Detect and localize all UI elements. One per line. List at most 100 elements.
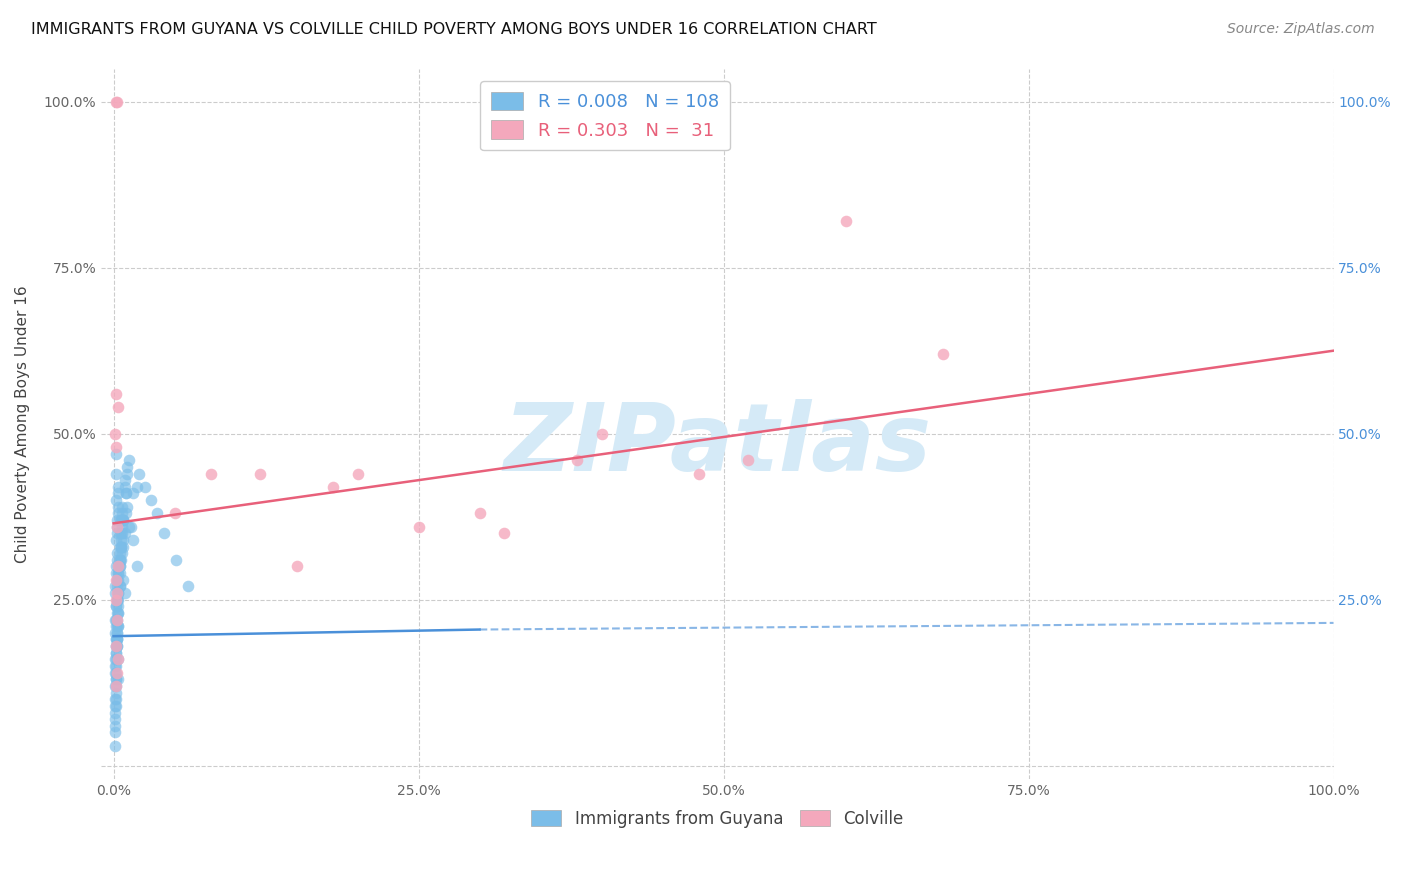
Point — [105, 698, 128, 713]
Point — [105, 95, 128, 109]
Point — [105, 646, 128, 660]
Point — [104, 739, 127, 753]
Point — [688, 467, 710, 481]
Point — [114, 526, 136, 541]
Legend: Immigrants from Guyana, Colville: Immigrants from Guyana, Colville — [524, 803, 910, 835]
Point — [107, 652, 129, 666]
Point — [115, 459, 138, 474]
Point — [105, 586, 128, 600]
Point — [110, 553, 132, 567]
Text: ZIPatlas: ZIPatlas — [503, 399, 932, 491]
Point — [114, 486, 136, 500]
Point — [108, 566, 131, 580]
Point — [105, 639, 128, 653]
Point — [122, 533, 145, 547]
Point — [112, 513, 135, 527]
Point — [165, 553, 187, 567]
Point — [105, 467, 128, 481]
Point — [105, 519, 128, 533]
Point — [108, 559, 131, 574]
Point — [105, 632, 128, 647]
Point — [108, 559, 131, 574]
Point — [107, 606, 129, 620]
Point — [932, 347, 955, 361]
Point — [105, 659, 128, 673]
Point — [141, 493, 163, 508]
Point — [104, 698, 127, 713]
Point — [110, 540, 132, 554]
Point — [108, 546, 131, 560]
Point — [105, 613, 128, 627]
Point — [105, 679, 128, 693]
Point — [114, 473, 136, 487]
Point — [468, 507, 491, 521]
Point — [177, 579, 200, 593]
Point — [105, 625, 128, 640]
Point — [105, 387, 128, 401]
Point — [105, 646, 128, 660]
Point — [112, 540, 135, 554]
Text: Source: ZipAtlas.com: Source: ZipAtlas.com — [1227, 22, 1375, 37]
Point — [105, 665, 128, 680]
Point — [104, 679, 127, 693]
Point — [591, 426, 613, 441]
Point — [105, 493, 128, 508]
Point — [408, 519, 430, 533]
Point — [111, 526, 134, 541]
Point — [104, 665, 127, 680]
Point — [107, 566, 129, 580]
Point — [104, 706, 127, 720]
Point — [146, 507, 169, 521]
Point — [107, 573, 129, 587]
Point — [110, 513, 132, 527]
Point — [105, 566, 128, 580]
Point — [105, 579, 128, 593]
Point — [128, 467, 150, 481]
Point — [107, 500, 129, 514]
Point — [108, 553, 131, 567]
Point — [105, 599, 128, 614]
Point — [114, 486, 136, 500]
Point — [122, 486, 145, 500]
Point — [152, 526, 174, 541]
Point — [125, 559, 148, 574]
Point — [107, 619, 129, 633]
Point — [115, 467, 138, 481]
Point — [163, 507, 186, 521]
Point — [110, 526, 132, 541]
Point — [107, 606, 129, 620]
Point — [108, 540, 131, 554]
Point — [104, 579, 127, 593]
Point — [834, 214, 856, 228]
Point — [105, 692, 128, 706]
Point — [322, 480, 344, 494]
Point — [105, 553, 128, 567]
Point — [108, 579, 131, 593]
Point — [565, 453, 588, 467]
Point — [107, 599, 129, 614]
Point — [105, 546, 128, 560]
Point — [346, 467, 368, 481]
Point — [105, 613, 128, 627]
Point — [118, 453, 141, 467]
Point — [107, 586, 129, 600]
Point — [105, 513, 128, 527]
Point — [105, 632, 128, 647]
Point — [104, 625, 127, 640]
Point — [105, 592, 128, 607]
Point — [108, 553, 131, 567]
Point — [108, 513, 131, 527]
Point — [110, 533, 132, 547]
Point — [104, 659, 127, 673]
Point — [108, 579, 131, 593]
Point — [105, 95, 128, 109]
Point — [110, 540, 132, 554]
Point — [105, 639, 128, 653]
Point — [111, 546, 134, 560]
Point — [104, 426, 127, 441]
Point — [105, 673, 128, 687]
Point — [112, 533, 135, 547]
Point — [105, 606, 128, 620]
Point — [105, 592, 128, 607]
Point — [105, 573, 128, 587]
